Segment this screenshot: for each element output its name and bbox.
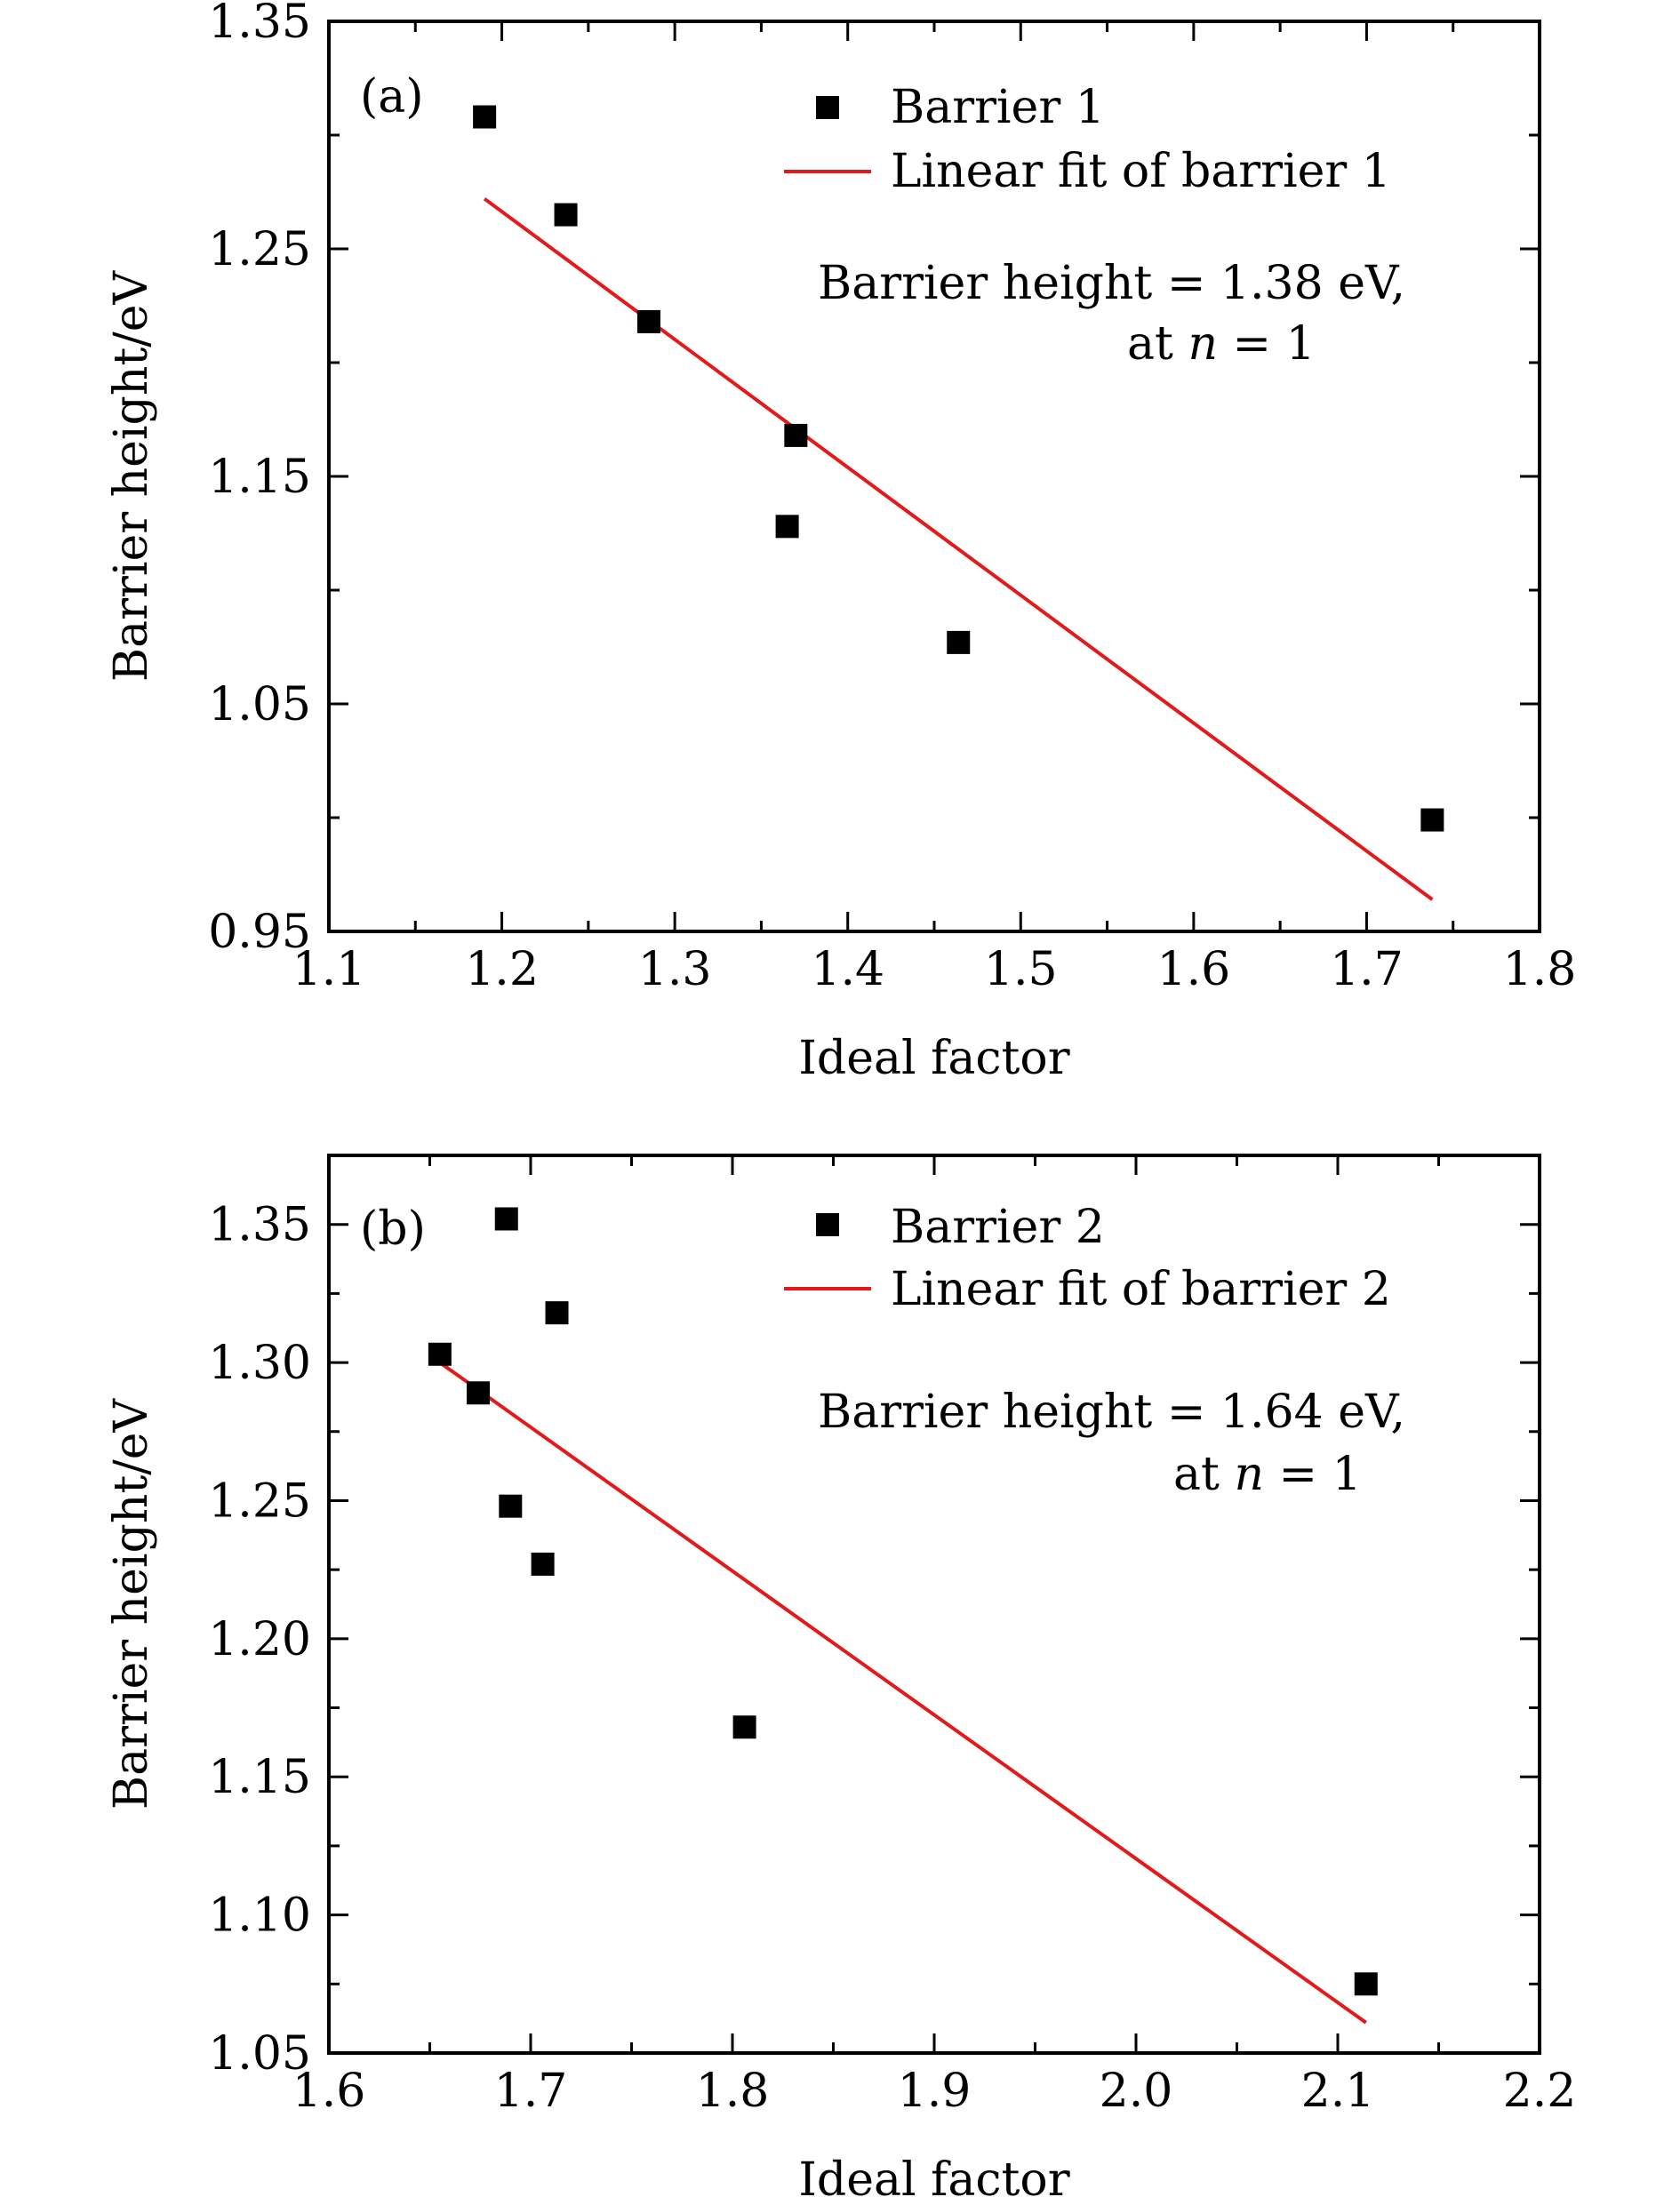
panel-a-letter: (a) bbox=[360, 70, 424, 124]
panel-b: 1.6 1.7 1.8 1.9 2.0 2.1 2.21.051.101.151.201.2… bbox=[105, 1155, 1576, 2205]
x-tick-label: 1.2 bbox=[465, 943, 539, 996]
legend-a-series-2: Linear fit of barrier 1 bbox=[891, 145, 1391, 198]
x-tick-label: 2.0 bbox=[1100, 2065, 1173, 2118]
data-point-a-2 bbox=[555, 204, 578, 227]
x-tick-label: 1.7 bbox=[1330, 943, 1404, 996]
panel-a-ylabel: Barrier height/eV bbox=[105, 269, 158, 682]
panel-a-legend: Barrier 1 Linear fit of barrier 1 bbox=[784, 81, 1391, 198]
chart-figure: 1.1 1.2 1.3 1.4 1.5 1.6 1.7 1.80.951.051.151.25… bbox=[0, 0, 1680, 2205]
data-point-b-7 bbox=[733, 1715, 756, 1738]
data-point-a-4 bbox=[784, 424, 807, 447]
x-tick-label: 1.9 bbox=[898, 2065, 972, 2118]
data-point-b-6 bbox=[532, 1553, 555, 1576]
y-tick-label: 1.30 bbox=[208, 1337, 311, 1390]
panel-a-annotation-n: n bbox=[1188, 317, 1218, 371]
data-point-a-3 bbox=[637, 310, 660, 333]
panel-b-annotation-at: at bbox=[1173, 1448, 1234, 1501]
panel-b-annotation-eq: = 1 bbox=[1264, 1448, 1362, 1501]
y-tick-label: 1.05 bbox=[208, 2027, 311, 2081]
panel-b-legend: Barrier 2 Linear fit of barrier 2 bbox=[784, 1201, 1391, 1316]
data-point-b-2 bbox=[546, 1301, 569, 1324]
x-tick-label: 1.8 bbox=[696, 2065, 770, 2118]
x-tick-label: 1.4 bbox=[811, 943, 884, 996]
legend-b-point-marker bbox=[816, 1213, 839, 1236]
x-tick-label: 1.7 bbox=[494, 2065, 568, 2118]
panel-b-ylabel: Barrier height/eV bbox=[105, 1397, 158, 1810]
data-point-a-7 bbox=[1420, 809, 1444, 832]
panel-b-marks bbox=[428, 1207, 1378, 2022]
x-tick-label: 1.8 bbox=[1503, 943, 1577, 996]
panel-a-annotation-line1: Barrier height = 1.38 eV, bbox=[818, 257, 1405, 310]
panel-b-annotation-n: n bbox=[1234, 1448, 1264, 1501]
y-tick-label: 1.05 bbox=[208, 678, 311, 731]
data-point-b-3 bbox=[428, 1343, 452, 1366]
y-tick-label: 0.95 bbox=[208, 906, 311, 959]
y-tick-label: 1.10 bbox=[208, 1889, 311, 1943]
panel-a-annotation-at: at bbox=[1127, 317, 1188, 371]
legend-b-series-2: Linear fit of barrier 2 bbox=[891, 1263, 1391, 1316]
x-tick-label: 2.2 bbox=[1503, 2065, 1577, 2118]
panel-b-annotation-line2: at n = 1 bbox=[1173, 1448, 1362, 1501]
data-point-b-5 bbox=[499, 1495, 522, 1518]
data-point-a-1 bbox=[473, 106, 496, 129]
legend-b-series-1: Barrier 2 bbox=[891, 1201, 1105, 1254]
x-tick-label: 2.1 bbox=[1301, 2065, 1375, 2118]
y-tick-label: 1.35 bbox=[208, 0, 311, 49]
y-tick-label: 1.15 bbox=[208, 451, 311, 504]
panel-b-letter: (b) bbox=[360, 1202, 426, 1256]
x-tick-label: 1.3 bbox=[638, 943, 712, 996]
y-tick-label: 1.15 bbox=[208, 1751, 311, 1804]
panel-a: 1.1 1.2 1.3 1.4 1.5 1.6 1.7 1.80.951.051.151.25… bbox=[105, 0, 1576, 1085]
data-point-b-4 bbox=[467, 1381, 490, 1404]
panel-a-xlabel: Ideal factor bbox=[798, 1032, 1069, 1085]
legend-a-point-marker bbox=[816, 96, 839, 119]
x-tick-label: 1.5 bbox=[984, 943, 1058, 996]
y-tick-label: 1.35 bbox=[208, 1199, 311, 1252]
data-point-b-8 bbox=[1355, 1972, 1378, 1995]
data-point-b-1 bbox=[495, 1207, 518, 1230]
panel-b-xlabel: Ideal factor bbox=[798, 2153, 1069, 2205]
y-tick-label: 1.20 bbox=[208, 1613, 311, 1666]
y-tick-label: 1.25 bbox=[208, 223, 311, 276]
data-point-a-5 bbox=[776, 515, 799, 538]
panel-b-annotation-line1: Barrier height = 1.64 eV, bbox=[818, 1386, 1405, 1439]
x-tick-label: 1.6 bbox=[1157, 943, 1231, 996]
legend-a-series-1: Barrier 1 bbox=[891, 81, 1105, 134]
panel-a-marks bbox=[473, 106, 1444, 900]
panel-a-annotation-eq: = 1 bbox=[1218, 317, 1316, 371]
y-tick-label: 1.25 bbox=[208, 1474, 311, 1528]
panel-a-annotation-line2: at n = 1 bbox=[1127, 317, 1316, 371]
data-point-a-6 bbox=[947, 631, 970, 654]
